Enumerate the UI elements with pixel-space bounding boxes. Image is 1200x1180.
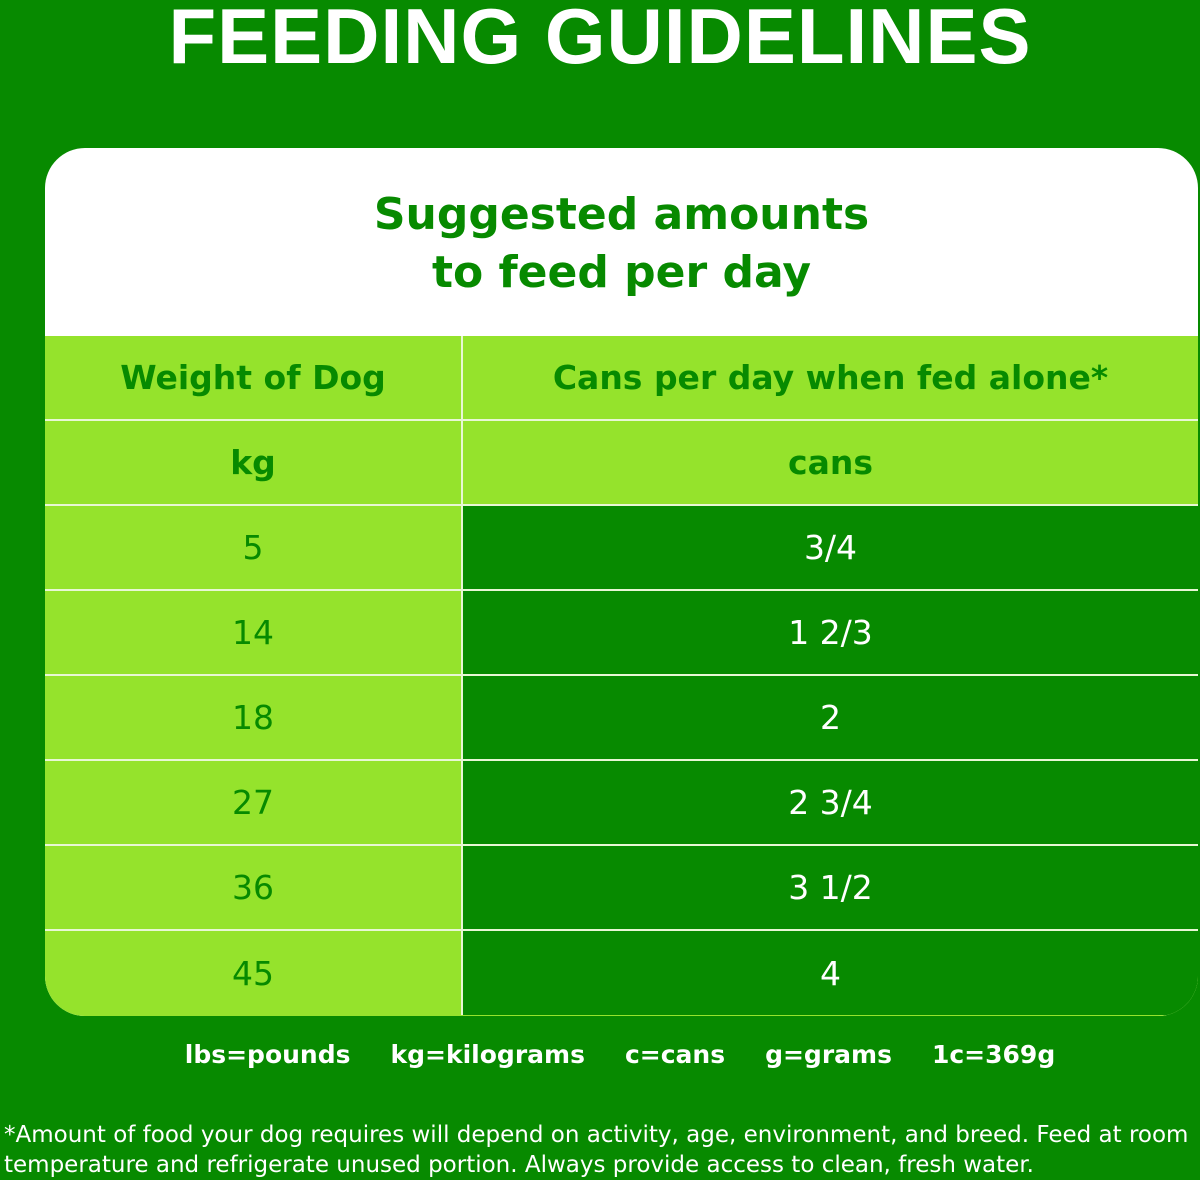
card-heading-line-1: Suggested amounts [373, 189, 870, 240]
footnote: *Amount of food your dog requires will d… [4, 1122, 1189, 1178]
weight-kg-cell: 14 [45, 591, 463, 674]
table-row: 18 2 [45, 676, 1198, 761]
card-heading-line-2: to feed per day [431, 247, 812, 298]
card-heading: Suggested amounts to feed per day [45, 148, 1198, 336]
table-row: 36 3 1/2 [45, 846, 1198, 931]
table-row: 27 2 3/4 [45, 761, 1198, 846]
table-unit-row: kg cans [45, 421, 1198, 506]
cans-cell: 1 2/3 [463, 591, 1198, 674]
feeding-table-card: Suggested amounts to feed per day Weight… [45, 148, 1198, 1016]
weight-kg-cell: 18 [45, 676, 463, 759]
table-row: 45 4 [45, 931, 1198, 1015]
abbreviation-legend: lbs=pounds kg=kilograms c=cans g=grams 1… [0, 1040, 1200, 1069]
cans-cell: 3/4 [463, 506, 1198, 589]
legend-item: g=grams [765, 1040, 892, 1069]
weight-kg-cell: 45 [45, 931, 463, 1015]
unit-kg: kg [45, 421, 463, 504]
legend-item: lbs=pounds [184, 1040, 351, 1069]
table-row: 5 3/4 [45, 506, 1198, 591]
column-header-cans: Cans per day when fed alone* [552, 358, 1109, 397]
table-header-row: Weight of Dog Cans per day when fed alon… [45, 336, 1198, 421]
cans-cell: 2 3/4 [463, 761, 1198, 844]
legend-item: kg=kilograms [390, 1040, 585, 1069]
column-header-weight: Weight of Dog [45, 336, 463, 419]
weight-kg-cell: 36 [45, 846, 463, 929]
weight-kg-cell: 5 [45, 506, 463, 589]
unit-cans: cans [788, 443, 873, 482]
feeding-table: Weight of Dog Cans per day when fed alon… [45, 336, 1198, 1016]
legend-item: c=cans [624, 1040, 726, 1069]
cans-cell: 4 [463, 931, 1198, 1015]
page-title: FEEDING GUIDELINES [168, 0, 1032, 80]
cans-cell: 2 [463, 676, 1198, 759]
cans-cell: 3 1/2 [463, 846, 1198, 929]
legend-item: 1c=369g [931, 1040, 1056, 1069]
table-row: 14 1 2/3 [45, 591, 1198, 676]
weight-kg-cell: 27 [45, 761, 463, 844]
